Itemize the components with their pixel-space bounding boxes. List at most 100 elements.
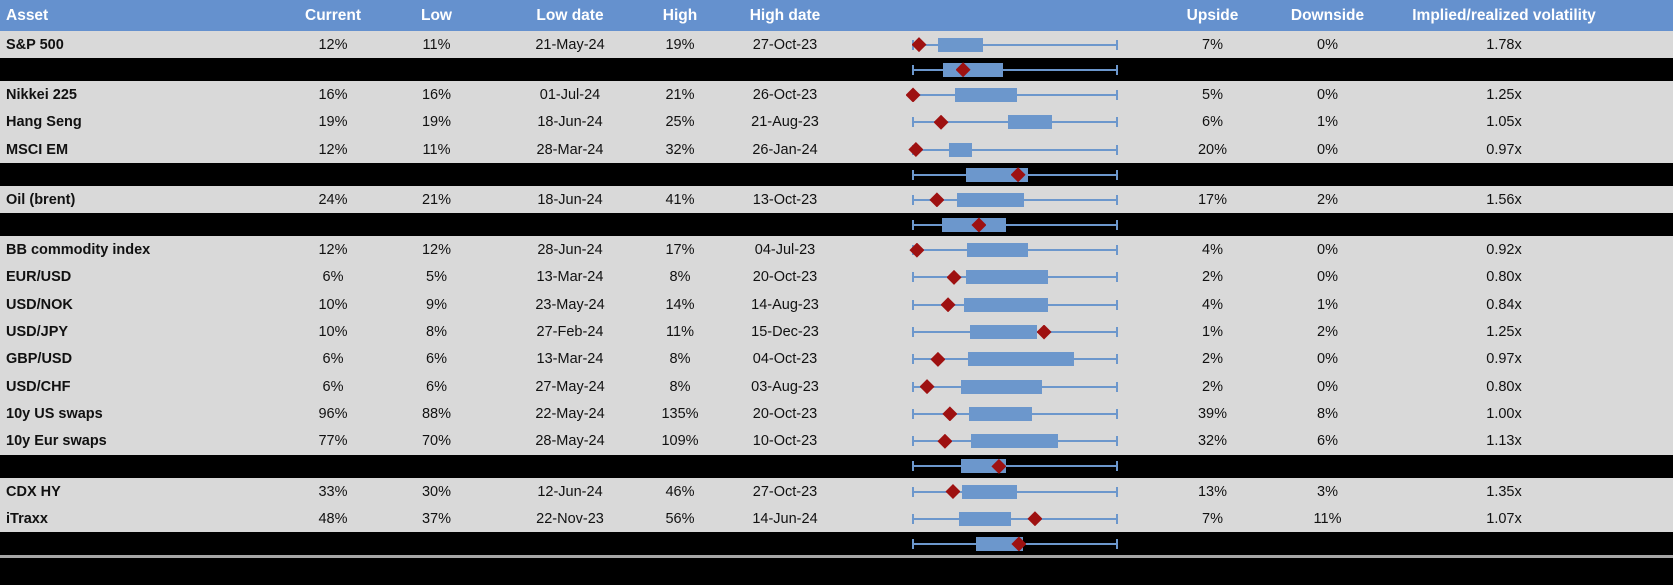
whisker-cap-left-icon [912,299,914,310]
implied-realized-cell: 0.92x [1486,242,1522,259]
bottom-black-band [0,558,1673,585]
asset-name-cell: S&P 500 [6,36,64,53]
low-date-cell: 28-Jun-24 [537,242,603,259]
upside-cell: 20% [1197,141,1228,158]
whisker-cap-left-icon [912,538,914,549]
asset-row: 10y Eur swaps 77% 70% 28-May-24 109% 10-Oct-2… [0,427,1673,455]
low-cell: 6% [426,378,447,395]
whisker-line [912,68,1118,71]
whisker-cap-left-icon [912,436,914,447]
high-cell: 46% [665,483,695,500]
range-box [937,37,984,52]
asset-name-cell: MSCI EM [6,141,69,158]
asset-row: MSCI EM 12% 11% 28-Mar-24 32% 26-Jan-24 20% 0% 0… [0,135,1673,164]
asset-name-cell: USD/JPY [6,324,69,341]
whisker-cap-left-icon [912,272,914,283]
asset-row: BB commodity index 12% 12% 28-Jun-24 17% 04-J… [0,236,1673,264]
high-cell: 25% [665,114,695,131]
asset-row: Hang Seng 19% 19% 18-Jun-24 25% 21-Aug-23 6% 1%… [0,108,1673,136]
bottom-divider [0,555,1673,559]
whisker-cap-left-icon [912,461,914,472]
low-cell: 30% [421,483,452,500]
current-cell: 16% [318,86,348,103]
whisker-cap-right-icon [1116,327,1118,338]
asset-name-cell: Nikkei 225 [6,86,77,103]
whisker-cap-right-icon [1116,219,1118,230]
whisker-cap-left-icon [912,354,914,365]
current-cell: 96% [318,405,348,422]
low-cell: 8% [426,324,447,341]
whisker-cap-left-icon [912,513,914,524]
whisker-cap-right-icon [1116,64,1118,75]
high-date-cell: 04-Oct-23 [752,351,818,368]
range-box [970,325,1038,340]
high-date-cell: 14-Aug-23 [751,296,819,313]
summary-row [0,454,1673,478]
whisker-cap-right-icon [1116,461,1118,472]
header-high-date: High date [749,6,821,24]
whisker-cap-left-icon [912,194,914,205]
asset-row: GBP/USD 6% 6% 13-Mar-24 8% 04-Oct-23 2% 0% 0.97x [0,345,1673,373]
downside-cell: 1% [1317,114,1338,131]
asset-name-cell: USD/NOK [6,296,73,313]
whisker-cap-left-icon [912,327,914,338]
whisker-cap-right-icon [1116,144,1118,155]
current-diamond-icon [991,458,1007,474]
current-cell: 6% [322,378,344,395]
high-cell: 41% [665,191,695,208]
downside-cell: 0% [1317,269,1338,286]
high-cell: 56% [665,510,695,527]
upside-cell: 39% [1197,405,1228,422]
range-box [965,167,1028,182]
asset-name-cell: 10y US swaps [6,405,103,422]
implied-realized-cell: 1.07x [1486,510,1522,527]
whisker-line [912,223,1118,226]
current-diamond-icon [940,297,956,313]
asset-row: CDX HY 33% 30% 12-Jun-24 46% 27-Oct-23 13% 3% 1.… [0,477,1673,506]
low-date-cell: 27-Feb-24 [536,324,604,341]
header-high: High [662,6,698,24]
whisker-cap-right-icon [1116,513,1118,524]
range-box [976,536,1024,551]
low-date-cell: 28-May-24 [535,433,605,450]
low-date-cell: 23-May-24 [535,296,605,313]
asset-row: USD/CHF 6% 6% 27-May-24 8% 03-Aug-23 2% 0% 0.80x [0,372,1673,401]
high-cell: 14% [665,296,695,313]
current-cell: 12% [318,141,348,158]
current-cell: 19% [318,114,348,131]
whisker-cap-left-icon [912,169,914,180]
upside-cell: 13% [1197,483,1228,500]
high-date-cell: 26-Oct-23 [752,86,818,103]
downside-cell: 0% [1317,242,1338,259]
high-cell: 135% [661,405,699,422]
range-box [961,459,1006,474]
downside-cell: 3% [1317,483,1338,500]
summary-row [0,532,1673,556]
whisker-cap-right-icon [1116,299,1118,310]
asset-name-cell: CDX HY [6,483,61,500]
current-cell: 12% [318,242,348,259]
current-diamond-icon [933,114,949,130]
asset-row: 10y US swaps 96% 88% 22-May-24 135% 20-Oct-23… [0,400,1673,428]
low-cell: 6% [426,351,447,368]
upside-cell: 7% [1202,36,1223,53]
low-date-cell: 18-Jun-24 [537,191,603,208]
low-cell: 12% [421,242,452,259]
low-date-cell: 22-Nov-23 [536,510,604,527]
low-date-cell: 13-Mar-24 [536,351,604,368]
whisker-cap-left-icon [912,219,914,230]
high-cell: 32% [665,141,695,158]
current-cell: 6% [322,269,344,286]
current-cell: 24% [318,191,348,208]
current-diamond-icon [937,433,953,449]
current-diamond-icon [955,62,971,78]
current-diamond-icon [946,269,962,285]
implied-realized-cell: 1.00x [1486,405,1522,422]
downside-cell: 8% [1317,405,1338,422]
asset-name-cell: Hang Seng [6,114,82,131]
low-cell: 5% [426,269,447,286]
table-body: S&P 500 12% 11% 21-May-24 19% 27-Oct-23 7% 0% 1.… [0,31,1673,585]
high-date-cell: 14-Jun-24 [752,510,818,527]
high-cell: 109% [661,433,699,450]
asset-name-cell: 10y Eur swaps [6,433,107,450]
